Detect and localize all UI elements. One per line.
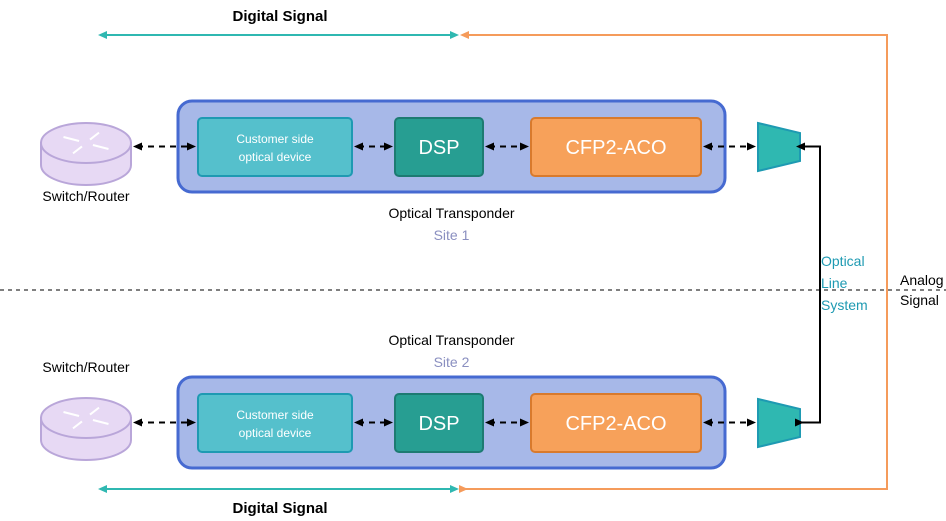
optical-transponder-label-s2: Optical Transponder [388, 332, 514, 348]
customer-label-site2-l2: optical device [239, 426, 312, 440]
switch-router-icon-site2 [41, 398, 131, 460]
optical-line-system-label-2: System [821, 297, 868, 313]
analog-signal-label-2: Signal [900, 292, 939, 308]
mux-trapezoid-site2 [758, 399, 800, 447]
optical-line-system-label-1: Line [821, 275, 848, 291]
analog-signal-label-1: Analog [900, 272, 944, 288]
customer-label-site2-l1: Customer side [236, 408, 314, 422]
site1-label: Site 1 [434, 227, 470, 243]
optical-line-link [800, 147, 820, 423]
cfp2-label-site2: CFP2-ACO [565, 413, 666, 435]
customer-label-site1-l1: Customer side [236, 132, 314, 146]
switch-router-label-site2: Switch/Router [42, 359, 129, 375]
switch-router-label-site1: Switch/Router [42, 188, 129, 204]
dsp-label-site1: DSP [418, 137, 459, 159]
switch-router-icon-site1 [41, 123, 131, 185]
digital-signal-bottom-label: Digital Signal [232, 500, 327, 517]
site2-label: Site 2 [434, 354, 470, 370]
dsp-label-site2: DSP [418, 413, 459, 435]
customer-box-site1 [198, 118, 352, 176]
cfp2-label-site1: CFP2-ACO [565, 137, 666, 159]
customer-label-site1-l2: optical device [239, 150, 312, 164]
mux-trapezoid-site1 [758, 123, 800, 171]
customer-box-site2 [198, 394, 352, 452]
digital-signal-top-label: Digital Signal [232, 8, 327, 25]
optical-line-system-label-0: Optical [821, 253, 865, 269]
optical-transponder-label-s1: Optical Transponder [388, 205, 514, 221]
